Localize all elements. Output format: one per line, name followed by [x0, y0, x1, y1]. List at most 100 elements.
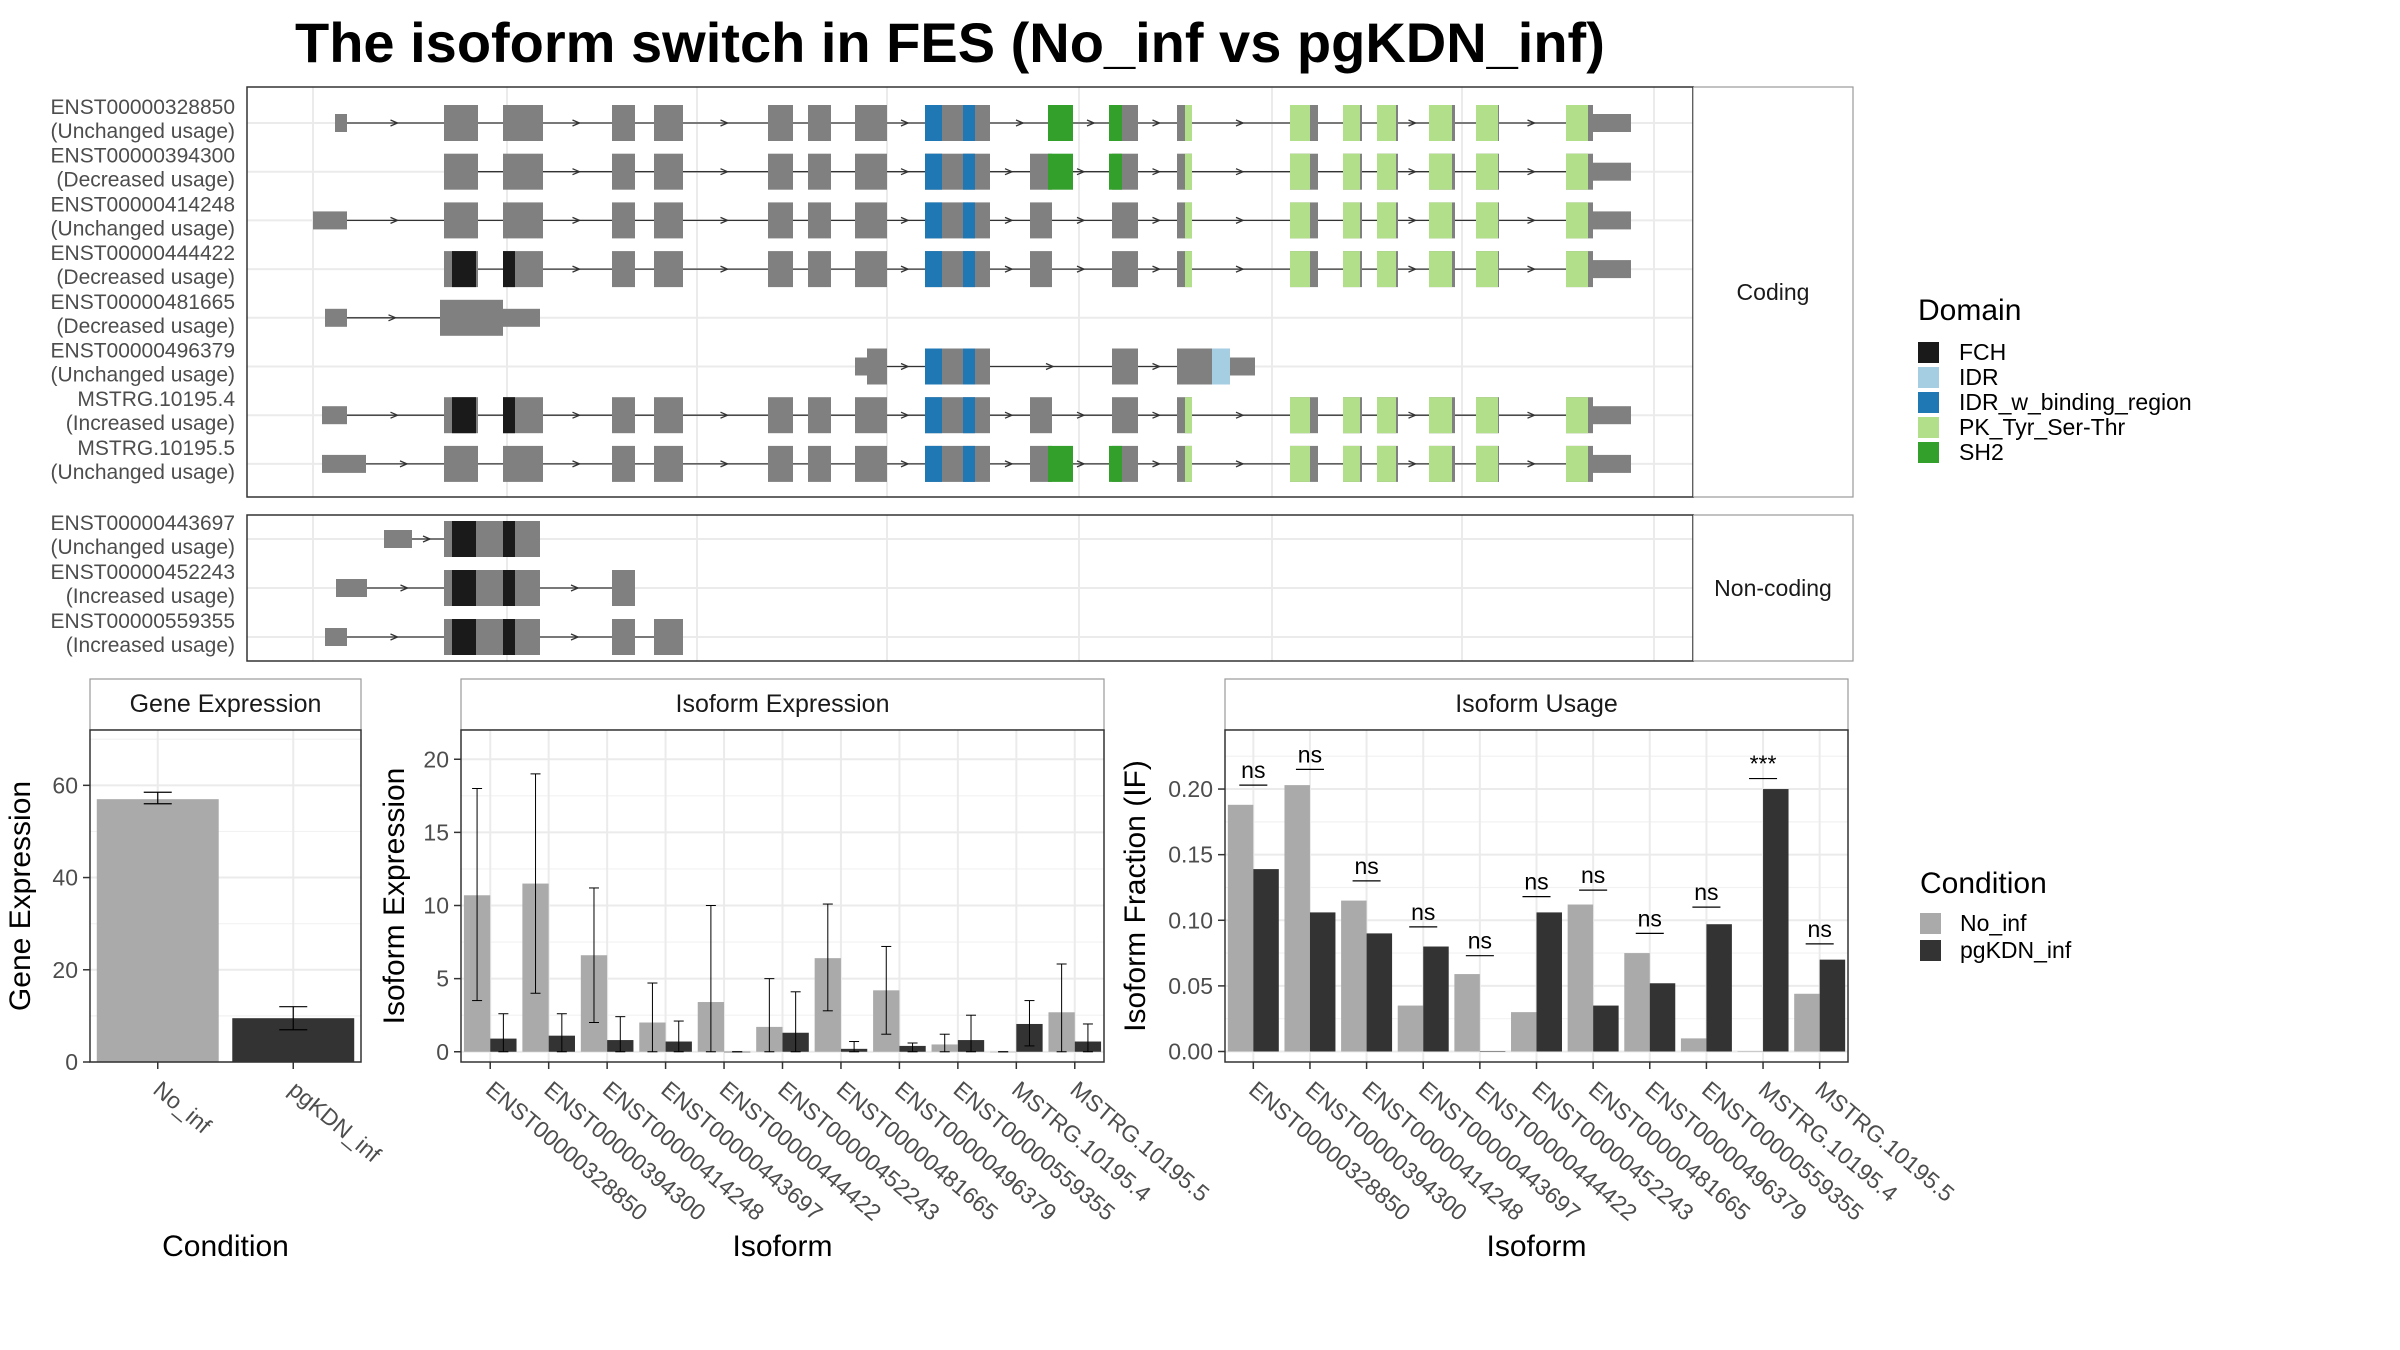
strand-arrow	[1152, 216, 1162, 224]
legend-label: FCH	[1959, 339, 2006, 365]
domain-PK_Tyr_Ser-Thr	[1566, 105, 1588, 141]
x-axis-title: Isoform	[1486, 1230, 1586, 1263]
strand-arrow	[1527, 411, 1537, 419]
significance-label: ns	[1694, 879, 1718, 905]
cds-exon	[855, 105, 887, 141]
cds-exon	[654, 619, 683, 655]
legend-swatch-PK_Tyr_Ser-Thr	[1918, 417, 1939, 438]
strand-arrow	[422, 535, 432, 543]
domain-PK_Tyr_Ser-Thr	[1566, 445, 1588, 482]
domain-PK_Tyr_Ser-Thr	[1377, 397, 1396, 434]
strand-arrow	[1152, 411, 1162, 419]
strand-arrow	[900, 216, 910, 224]
cds-exon	[867, 348, 887, 385]
strand-arrow	[1076, 265, 1086, 273]
transcript-id-label: ENST00000443697	[51, 512, 235, 535]
bar-No_inf	[96, 799, 219, 1062]
domain-IDR_w_binding_region	[963, 251, 975, 288]
cds-exon	[612, 202, 635, 239]
transcript-ENST00000559355	[325, 619, 683, 655]
y-tick-label: 0.15	[1168, 842, 1213, 868]
usage-status-label: (Increased usage)	[66, 634, 235, 657]
x-axis-title: Isoform	[732, 1230, 832, 1263]
cds-exon	[444, 105, 478, 141]
strand-arrow	[1235, 168, 1245, 176]
bar-No_inf-ENST00000496379	[1624, 953, 1650, 1052]
strand-arrow	[900, 119, 910, 127]
legend-swatch-pgKDN_inf	[1920, 940, 1941, 961]
strand-arrow	[1004, 265, 1014, 273]
bar-No_inf-ENST00000394300	[1284, 785, 1310, 1052]
y-tick-label: 15	[423, 819, 449, 845]
transcript-id-label: ENST00000328850	[51, 96, 235, 119]
domain-IDR_w_binding_region	[963, 105, 975, 141]
panel-strip	[89, 678, 362, 731]
transcript-id-label: ENST00000444422	[51, 242, 235, 265]
domain-PK_Tyr_Ser-Thr	[1185, 105, 1192, 141]
cds-exon	[654, 105, 683, 141]
legend-title: Domain	[1918, 294, 2021, 327]
utr-exon	[1593, 211, 1631, 230]
cds-exon	[612, 445, 635, 482]
legend-swatch-IDR_w_binding_region	[1918, 392, 1939, 413]
domain-IDR_w_binding_region	[925, 445, 942, 482]
domain-FCH	[452, 570, 476, 606]
strand-arrow	[1086, 119, 1096, 127]
cds-exon	[1030, 202, 1052, 239]
strand-arrow	[572, 460, 582, 468]
bar-pgKDN_inf-ENST00000559355	[1706, 924, 1732, 1052]
strand-arrow	[1004, 411, 1014, 419]
domain-FCH	[452, 521, 476, 557]
y-axis-title: Gene Expression	[4, 781, 37, 1011]
significance-label: ns	[1411, 899, 1435, 925]
coding-isoform-panel: ENST00000328850(Unchanged usage)ENST0000…	[51, 86, 1854, 498]
panel-border	[89, 729, 362, 1063]
strand-arrow	[388, 314, 398, 322]
x-axis-title: Condition	[162, 1230, 289, 1263]
domain-IDR_w_binding_region	[963, 153, 975, 190]
cds-exon	[1112, 348, 1138, 385]
strand-arrow	[570, 633, 580, 641]
x-tick-label: pgKDN_inf	[284, 1076, 386, 1168]
legend-label: No_inf	[1960, 910, 2027, 936]
cds-exon	[654, 397, 683, 434]
bar-No_inf-ENST00000328850	[1227, 804, 1254, 1052]
cds-exon	[612, 619, 635, 655]
cds-exon	[808, 105, 831, 141]
domain-PK_Tyr_Ser-Thr	[1377, 251, 1396, 288]
y-tick-label: 0.05	[1168, 973, 1213, 999]
strand-arrow	[1076, 216, 1086, 224]
cds-exon	[503, 445, 543, 482]
transcript-id-label: ENST00000452243	[51, 561, 235, 584]
bar-No_inf-ENST00000444422	[1454, 974, 1480, 1052]
domain-PK_Tyr_Ser-Thr	[1429, 202, 1452, 239]
cds-exon	[768, 202, 793, 239]
cds-exon	[503, 105, 543, 141]
domain-FCH	[503, 570, 515, 606]
domain-PK_Tyr_Ser-Thr	[1290, 105, 1310, 141]
transcript-id-label: ENST00000414248	[51, 193, 235, 216]
y-tick-label: 0.00	[1168, 1039, 1213, 1065]
domain-PK_Tyr_Ser-Thr	[1343, 105, 1360, 141]
domain-IDR_w_binding_region	[925, 348, 942, 385]
strand-arrow	[900, 362, 910, 371]
panel-strip	[1224, 678, 1849, 731]
isoform-expression-panel: Isoform Expression05101520ENST0000032885…	[378, 678, 1214, 1263]
bar-No_inf-ENST00000559355	[1680, 1038, 1707, 1052]
cds-exon	[808, 153, 831, 190]
cds-exon	[768, 251, 793, 288]
legend-title: Condition	[1920, 867, 2047, 900]
transcript-ENST00000481665	[325, 299, 540, 336]
significance-label: ***	[1750, 751, 1777, 777]
domain-IDR_w_binding_region	[963, 445, 975, 482]
domain-PK_Tyr_Ser-Thr	[1476, 153, 1498, 190]
y-tick-label: 20	[52, 957, 78, 983]
cds-exon	[612, 153, 635, 190]
legend-label: pgKDN_inf	[1960, 937, 2072, 963]
domain-FCH	[452, 251, 476, 288]
domain-PK_Tyr_Ser-Thr	[1343, 202, 1360, 239]
strand-arrow	[390, 411, 400, 419]
utr-exon	[503, 308, 540, 327]
